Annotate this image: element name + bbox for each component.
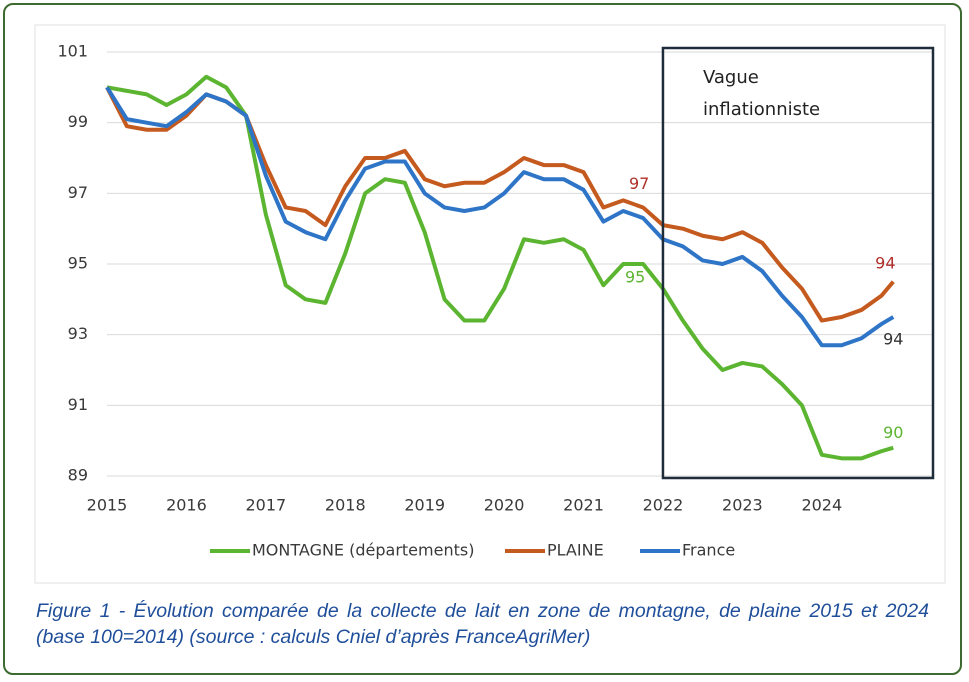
highlight-label: inflationniste	[703, 99, 820, 120]
highlight-box	[661, 46, 935, 480]
chart-area	[34, 24, 946, 584]
y-tick-label: 89	[68, 466, 88, 485]
series-line	[105, 86, 895, 348]
y-tick-label: 97	[68, 183, 88, 202]
legend-item: France	[640, 541, 735, 560]
frame	[3, 3, 962, 675]
x-tick-label: 2016	[166, 496, 207, 515]
annotation: 90	[883, 423, 903, 442]
y-tick-label: 95	[68, 254, 88, 273]
annotation: 94	[875, 254, 895, 273]
x-tick-label: 2017	[245, 496, 286, 515]
series-line	[106, 74, 894, 461]
y-tick-label: 101	[57, 42, 88, 61]
annotation: 95	[625, 268, 645, 287]
x-tick-label: 2021	[563, 496, 604, 515]
x-tick-label: 2024	[801, 496, 842, 515]
highlight-label: Vague	[703, 67, 759, 88]
legend-item: MONTAGNE (départements)	[210, 541, 474, 560]
legend-label: France	[682, 541, 735, 560]
legend-label: MONTAGNE (départements)	[252, 541, 474, 560]
x-tick-label: 2022	[643, 496, 684, 515]
legend-label: PLAINE	[547, 541, 604, 560]
annotation: 97	[629, 174, 649, 193]
x-tick-label: 2015	[87, 496, 128, 515]
x-tick-label: 2019	[404, 496, 445, 515]
legend-item: PLAINE	[505, 541, 604, 560]
y-tick-label: 93	[68, 324, 88, 343]
caption: Figure 1 - Évolution comparée de la coll…	[36, 600, 929, 648]
x-tick-label: 2018	[325, 496, 366, 515]
x-tick-label: 2023	[722, 496, 763, 515]
y-tick-label: 99	[68, 112, 88, 131]
y-tick-label: 91	[68, 395, 88, 414]
x-tick-label: 2020	[484, 496, 525, 515]
annotation: 94	[883, 329, 903, 348]
